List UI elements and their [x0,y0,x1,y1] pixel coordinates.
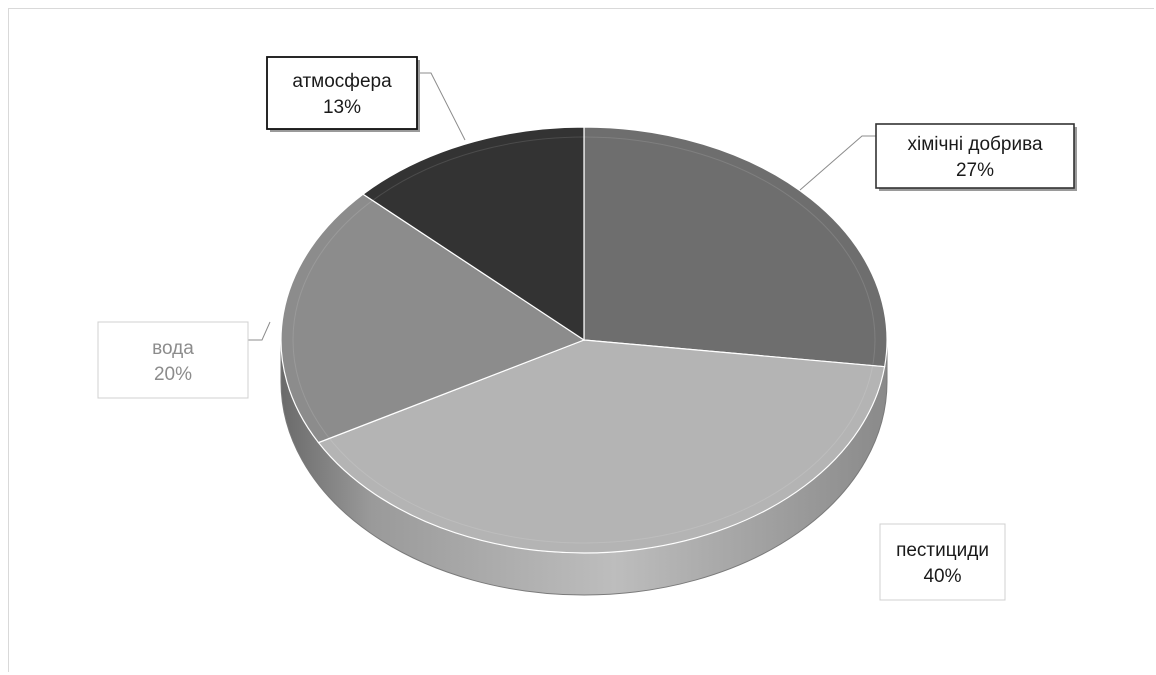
category-label-1: хімічні добрива [907,134,1042,155]
label-box-2 [879,523,1006,601]
percent-label-4: 13% [323,97,361,118]
pie-slice-1 [583,126,888,368]
leader-line-1 [799,135,876,191]
pie-slice-3 [280,193,586,444]
leader-line-4 [417,72,466,141]
percent-label-3: 20% [154,364,192,385]
pie-bevel-ring [292,136,876,544]
percent-label-2: 40% [923,566,961,587]
category-label-4: атмосфера [292,71,392,92]
pie-slice-2 [317,339,886,554]
leader-line-3 [248,321,271,341]
category-label-3: вода [152,338,194,359]
pie-slice-4 [362,126,585,342]
label-box-4 [266,56,418,130]
chart-frame [8,8,1154,672]
percent-label-1: 27% [956,160,994,181]
label-box-1 [875,123,1075,189]
label-box-3 [97,321,249,399]
category-label-2: пестициди [896,540,989,561]
